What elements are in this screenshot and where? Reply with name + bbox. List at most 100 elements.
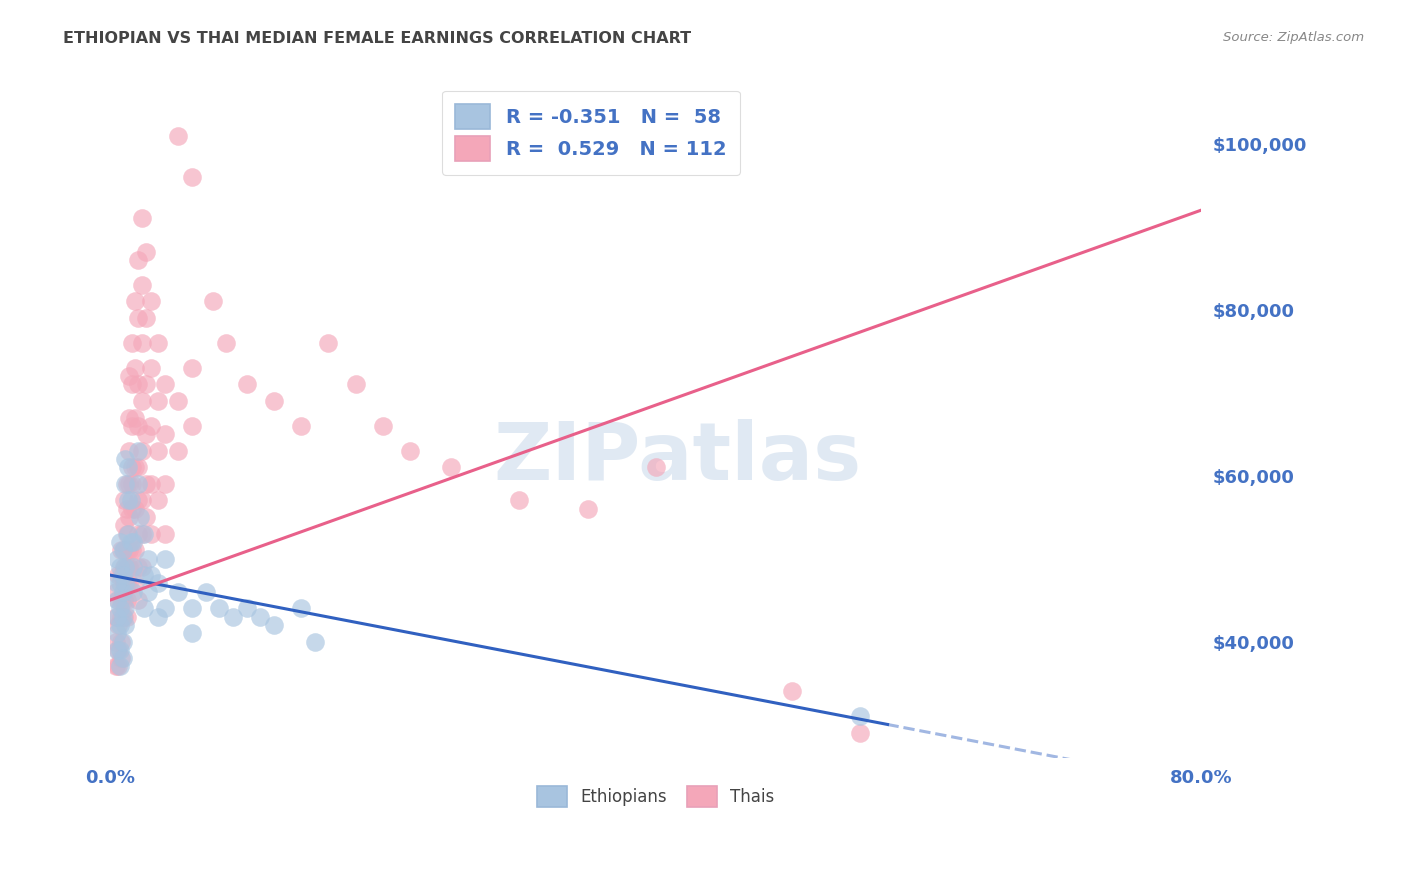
Point [111, 634, 134, 648]
Point [107, 568, 129, 582]
Point [249, 609, 271, 624]
Point [112, 559, 135, 574]
Point [122, 535, 145, 549]
Point [129, 510, 152, 524]
Point [780, 684, 803, 698]
Point [127, 460, 149, 475]
Point [131, 211, 153, 226]
Point [201, 294, 224, 309]
Point [105, 576, 128, 591]
Point [124, 294, 146, 309]
Point [127, 252, 149, 267]
Point [121, 476, 143, 491]
Point [121, 543, 143, 558]
Point [124, 543, 146, 558]
Point [121, 418, 143, 433]
Point [371, 418, 394, 433]
Point [146, 335, 169, 350]
Text: ZIPatlas: ZIPatlas [494, 419, 862, 498]
Point [115, 501, 138, 516]
Point [112, 518, 135, 533]
Point [146, 576, 169, 591]
Point [115, 559, 138, 574]
Point [153, 601, 176, 615]
Point [114, 576, 136, 591]
Point [115, 476, 138, 491]
Point [146, 443, 169, 458]
Point [849, 709, 872, 723]
Point [118, 443, 141, 458]
Point [127, 526, 149, 541]
Point [263, 393, 285, 408]
Point [108, 618, 131, 632]
Point [141, 526, 163, 541]
Point [141, 360, 163, 375]
Point [141, 294, 163, 309]
Point [111, 543, 134, 558]
Point [153, 377, 176, 392]
Point [235, 601, 257, 615]
Point [105, 626, 128, 640]
Point [114, 452, 136, 467]
Point [120, 535, 142, 549]
Point [122, 584, 145, 599]
Point [124, 410, 146, 425]
Point [131, 277, 153, 292]
Point [118, 543, 141, 558]
Point [122, 559, 145, 574]
Point [107, 593, 129, 607]
Point [576, 501, 599, 516]
Point [135, 377, 157, 392]
Point [153, 526, 176, 541]
Point [108, 535, 131, 549]
Point [127, 377, 149, 392]
Point [131, 526, 153, 541]
Point [644, 460, 666, 475]
Point [112, 493, 135, 508]
Point [114, 618, 136, 632]
Point [104, 634, 127, 648]
Point [131, 559, 153, 574]
Point [153, 551, 176, 566]
Point [135, 510, 157, 524]
Point [127, 593, 149, 607]
Point [108, 576, 131, 591]
Point [112, 593, 135, 607]
Point [134, 526, 156, 541]
Point [107, 659, 129, 673]
Point [135, 244, 157, 259]
Point [104, 609, 127, 624]
Point [141, 418, 163, 433]
Point [111, 568, 134, 582]
Point [112, 609, 135, 624]
Point [146, 393, 169, 408]
Point [181, 169, 204, 184]
Point [263, 618, 285, 632]
Point [120, 493, 142, 508]
Point [110, 543, 132, 558]
Point [112, 576, 135, 591]
Point [146, 609, 169, 624]
Point [118, 410, 141, 425]
Point [121, 377, 143, 392]
Point [127, 418, 149, 433]
Point [127, 443, 149, 458]
Point [135, 476, 157, 491]
Point [117, 493, 139, 508]
Point [105, 593, 128, 607]
Point [108, 659, 131, 673]
Point [141, 476, 163, 491]
Point [110, 634, 132, 648]
Point [124, 576, 146, 591]
Point [440, 460, 463, 475]
Point [290, 418, 312, 433]
Point [117, 460, 139, 475]
Point [167, 393, 190, 408]
Point [131, 443, 153, 458]
Point [194, 584, 217, 599]
Point [131, 493, 153, 508]
Point [107, 618, 129, 632]
Point [127, 493, 149, 508]
Text: Source: ZipAtlas.com: Source: ZipAtlas.com [1223, 31, 1364, 45]
Point [108, 601, 131, 615]
